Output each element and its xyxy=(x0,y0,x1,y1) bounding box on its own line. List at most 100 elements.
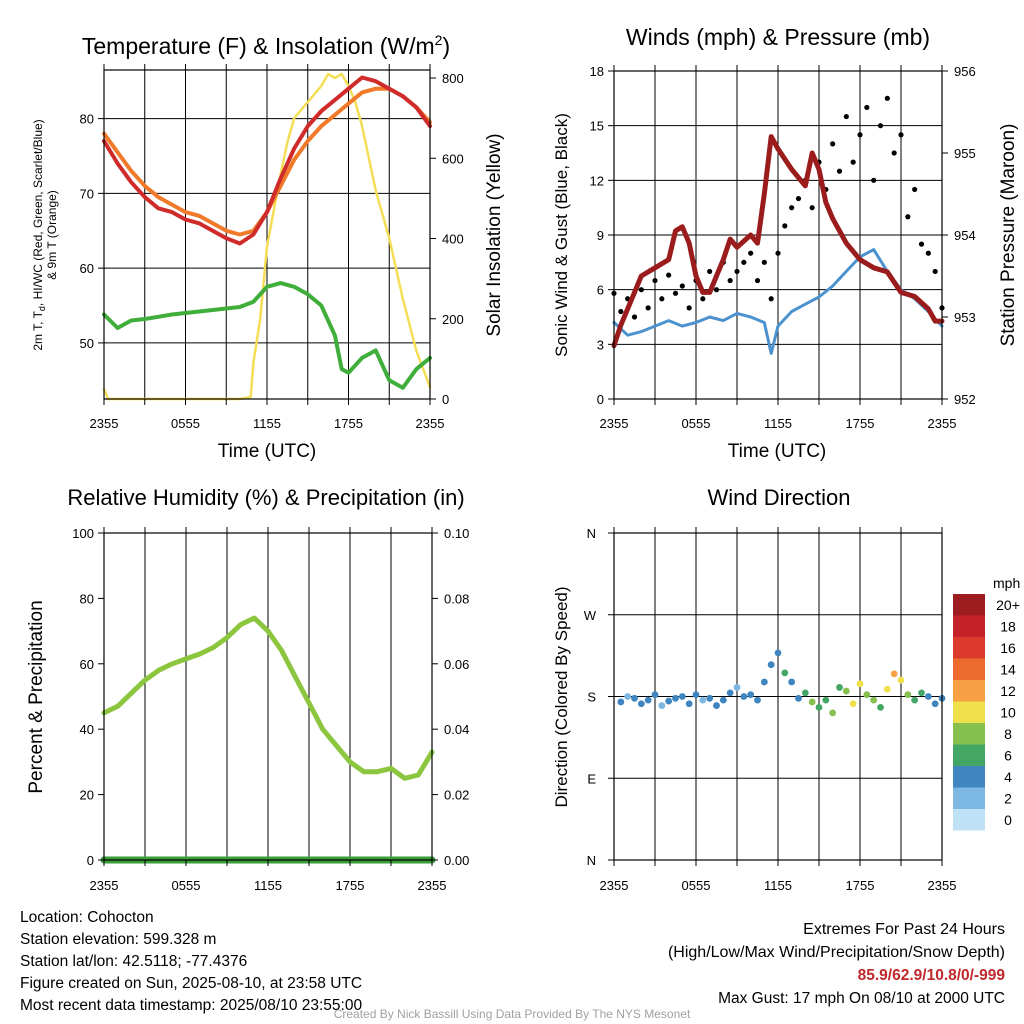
direction-title: Wind Direction xyxy=(707,485,850,510)
wind-series xyxy=(611,95,945,355)
gust-point xyxy=(713,287,720,293)
y-tick-label: 3 xyxy=(597,337,604,352)
direction-point xyxy=(856,680,864,688)
x-tick-label: 1155 xyxy=(254,878,282,893)
y-tick-label: 12 xyxy=(590,173,604,188)
humidity-ylabel-left: Percent & Precipitation xyxy=(26,600,47,793)
x-tick-label: 1755 xyxy=(846,416,875,431)
wind-xlabel: Time (UTC) xyxy=(728,441,827,462)
x-tick-label: 2355 xyxy=(90,878,119,893)
gust-point xyxy=(905,214,911,220)
direction-point xyxy=(931,700,939,708)
station-info: Location: Cohocton Station elevation: 59… xyxy=(20,907,362,1017)
legend-label: 14 xyxy=(1000,661,1016,677)
y-tick-label: 20 xyxy=(80,788,94,803)
direction-point xyxy=(754,696,761,704)
gust-point xyxy=(850,159,856,165)
y-tick-label: N xyxy=(587,526,596,541)
direction-point xyxy=(733,684,741,691)
direction-point xyxy=(713,702,720,709)
direction-point xyxy=(637,700,645,708)
humidity-grid xyxy=(144,533,392,860)
gust-point xyxy=(666,272,672,278)
legend-swatch xyxy=(953,787,985,809)
y-tick-label: 15 xyxy=(590,119,604,134)
temperature-series-line xyxy=(102,75,432,246)
gust-point xyxy=(700,296,706,302)
direction-point xyxy=(740,693,748,700)
gust-point xyxy=(918,241,925,247)
legend-label: 4 xyxy=(1004,769,1012,785)
y-tick-label: W xyxy=(584,608,597,623)
y-right-tick-label: 952 xyxy=(954,392,976,407)
direction-point xyxy=(747,691,755,699)
gust-point xyxy=(864,104,870,111)
x-tick-label: 2355 xyxy=(600,416,629,431)
direction-point xyxy=(795,694,802,702)
legend-label: 10 xyxy=(1000,704,1016,720)
extremes-title: Extremes For Past 24 Hours xyxy=(803,921,1005,938)
direction-point xyxy=(822,696,830,704)
gust-point xyxy=(898,132,904,138)
direction-point xyxy=(911,696,919,704)
direction-point xyxy=(849,700,857,708)
direction-point xyxy=(918,689,925,697)
direction-point xyxy=(863,691,871,699)
direction-point xyxy=(617,698,625,706)
legend-label: 16 xyxy=(1000,640,1016,656)
legend-swatch xyxy=(953,658,985,680)
humidity-ticks: 2355 0555 1155 1755 2355 0 20 40 60 80 100 0.00 0.02… xyxy=(72,526,469,893)
direction-point xyxy=(788,678,796,686)
direction-point xyxy=(665,697,673,705)
wind-title: Winds (mph) & Pressure (mb) xyxy=(626,24,930,50)
figure-created: Figure created on Sun, 2025-08-10, at 23… xyxy=(20,975,363,992)
x-tick-label: 1755 xyxy=(334,416,363,431)
y-right-tick-label: 955 xyxy=(954,146,976,161)
relative-humidity-line xyxy=(101,615,435,781)
direction-point xyxy=(842,687,850,695)
y-right-tick-label: 0.08 xyxy=(444,591,469,606)
legend-swatch xyxy=(953,744,985,766)
direction-point xyxy=(808,698,816,706)
legend-title: mph xyxy=(993,575,1020,591)
x-tick-label: 1755 xyxy=(336,878,365,893)
x-tick-label: 0555 xyxy=(171,416,200,431)
gust-point xyxy=(734,268,740,275)
direction-point xyxy=(706,694,714,702)
y-right-tick-label: 0 xyxy=(442,392,449,407)
legend-label: 6 xyxy=(1004,747,1012,763)
y-right-tick-label: 953 xyxy=(954,310,976,325)
direction-point xyxy=(672,694,679,702)
gust-point xyxy=(727,277,733,284)
direction-point xyxy=(890,670,898,678)
y-tick-label: 0 xyxy=(87,853,94,868)
direction-point xyxy=(904,691,912,699)
direction-point xyxy=(801,689,809,697)
legend-swatch xyxy=(953,701,985,723)
y-tick-label: 40 xyxy=(80,722,94,737)
sonic-wind-line xyxy=(612,248,944,355)
y-right-tick-label: 0.06 xyxy=(444,657,469,672)
y-tick-label: 0 xyxy=(597,392,604,407)
direction-grid xyxy=(614,533,942,860)
direction-point xyxy=(836,684,843,691)
legend-label: 18 xyxy=(1000,618,1016,634)
legend-swatch xyxy=(953,615,985,637)
temperature-grid xyxy=(104,70,430,399)
gust-point xyxy=(768,296,774,302)
y-right-tick-label: 800 xyxy=(442,71,464,86)
gust-point xyxy=(925,250,931,256)
y-right-tick-label: 200 xyxy=(442,312,464,327)
legend-label: 2 xyxy=(1004,790,1012,806)
direction-point xyxy=(767,661,775,669)
direction-panel: Wind Direction 2355 0555 1155 1755 2355 E S W N N… xyxy=(552,485,1020,893)
gust-point xyxy=(748,250,754,256)
gust-point xyxy=(645,305,651,311)
temperature-xlabel: Time (UTC) xyxy=(218,441,317,462)
x-tick-label: 0555 xyxy=(172,878,201,893)
gust-point xyxy=(686,305,692,311)
direction-point xyxy=(651,691,659,699)
direction-point xyxy=(719,696,727,704)
x-tick-label: 1755 xyxy=(846,878,875,893)
legend-label: 12 xyxy=(1000,683,1016,699)
